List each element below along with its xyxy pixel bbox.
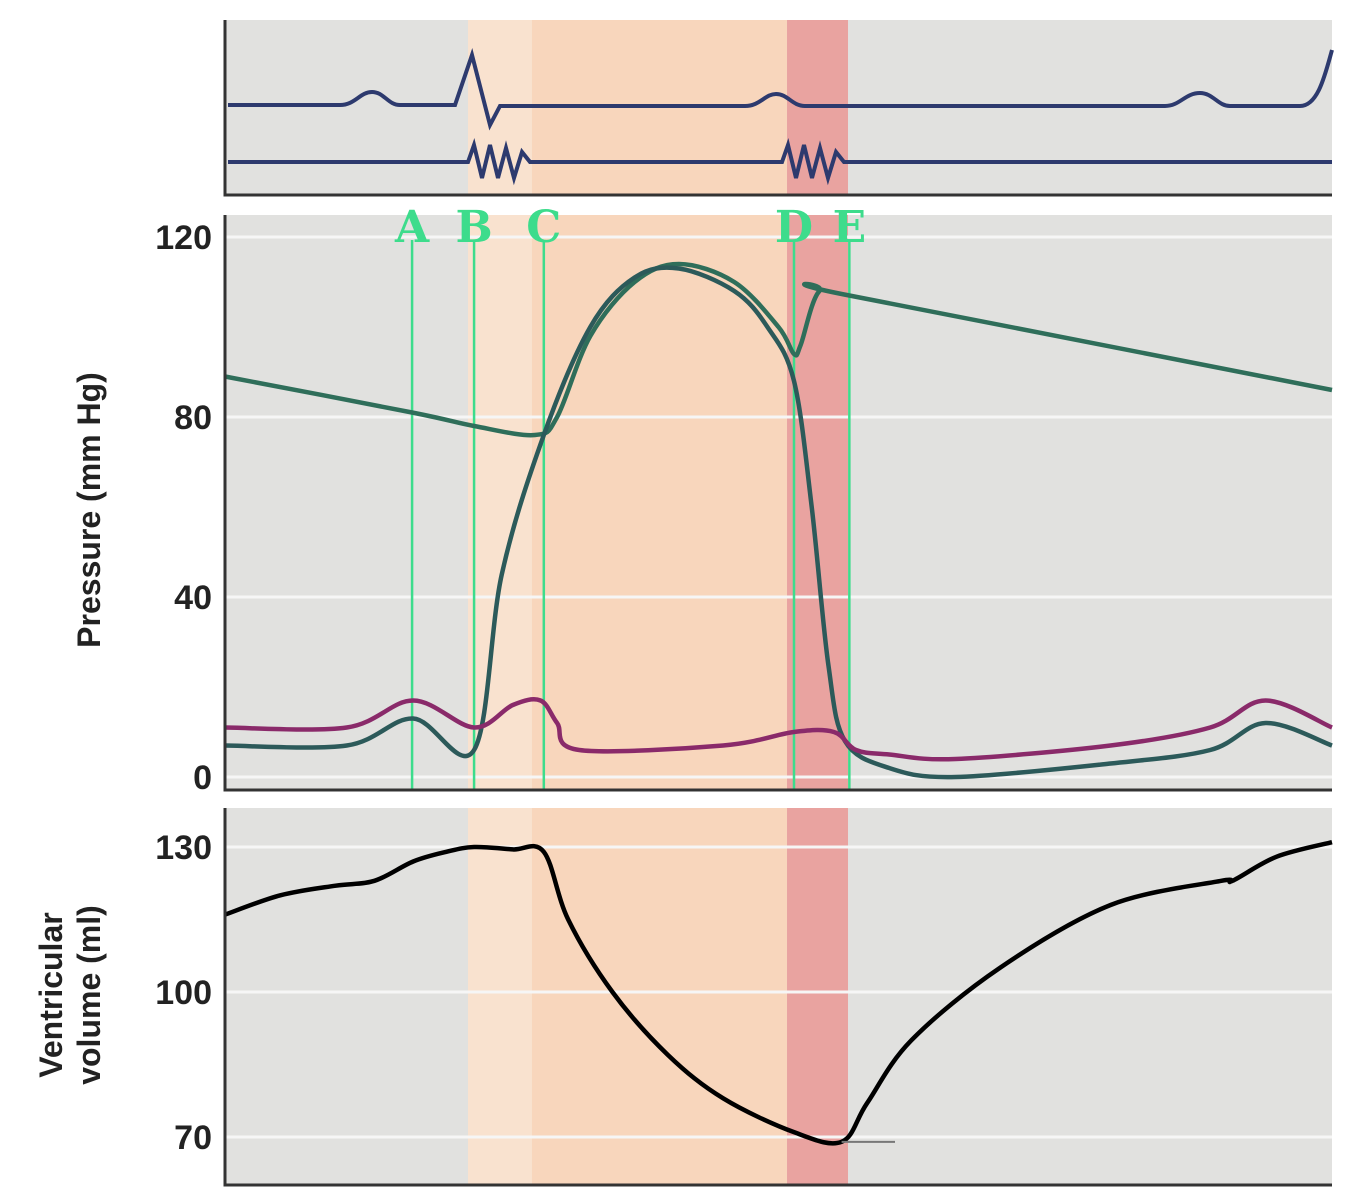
marker-label-B: B bbox=[455, 202, 492, 253]
y-tick-label: 100 bbox=[155, 974, 212, 1012]
ventricular-pressure-curve bbox=[224, 265, 1333, 780]
ecg-trace bbox=[228, 48, 1334, 131]
axis-line bbox=[223, 215, 1332, 792]
curves bbox=[224, 261, 1333, 1146]
volume-axis-label: Ventricular volume (ml) bbox=[33, 905, 107, 1085]
pressure-axis-label: Pressure (mm Hg) bbox=[71, 372, 107, 648]
band-isovolumetric-relaxation bbox=[787, 215, 849, 790]
band-isovolumetric-relaxation bbox=[787, 808, 849, 1185]
y-tick-label: 130 bbox=[155, 829, 212, 867]
band-ejection bbox=[531, 215, 788, 790]
marker-label-E: E bbox=[833, 202, 867, 253]
pressure-axis-title: Pressure (mm Hg) bbox=[71, 372, 107, 648]
marker-label-A: A bbox=[394, 202, 430, 253]
axis-line bbox=[223, 808, 1332, 1187]
ventricular-volume-curve bbox=[224, 839, 1333, 1146]
y-tick-label: 80 bbox=[174, 399, 212, 437]
volume-axis-title-line2: volume (ml) bbox=[71, 905, 107, 1085]
y-tick-label: 0 bbox=[193, 759, 212, 797]
background-layer bbox=[225, 20, 1332, 1185]
axis-line bbox=[223, 20, 1332, 197]
atrial-pressure-curve bbox=[224, 697, 1333, 762]
marker-label-C: C bbox=[526, 202, 561, 253]
aortic-pressure-curve bbox=[224, 261, 1333, 438]
volume-axis-title-line1: Ventricular bbox=[33, 912, 69, 1077]
marker-label-D: D bbox=[775, 202, 813, 253]
gridlines bbox=[225, 235, 1332, 1139]
axes: 120 80 40 0 130 100 70 bbox=[155, 20, 1332, 1187]
band-ejection bbox=[531, 808, 788, 1185]
y-tick-label: 70 bbox=[174, 1119, 212, 1157]
y-tick-label: 120 bbox=[155, 219, 212, 257]
band-atrial-contraction bbox=[467, 808, 532, 1185]
y-tick-label: 40 bbox=[174, 579, 212, 617]
ecg-panel bbox=[228, 48, 1334, 186]
heart-sound-trace bbox=[228, 137, 1332, 186]
